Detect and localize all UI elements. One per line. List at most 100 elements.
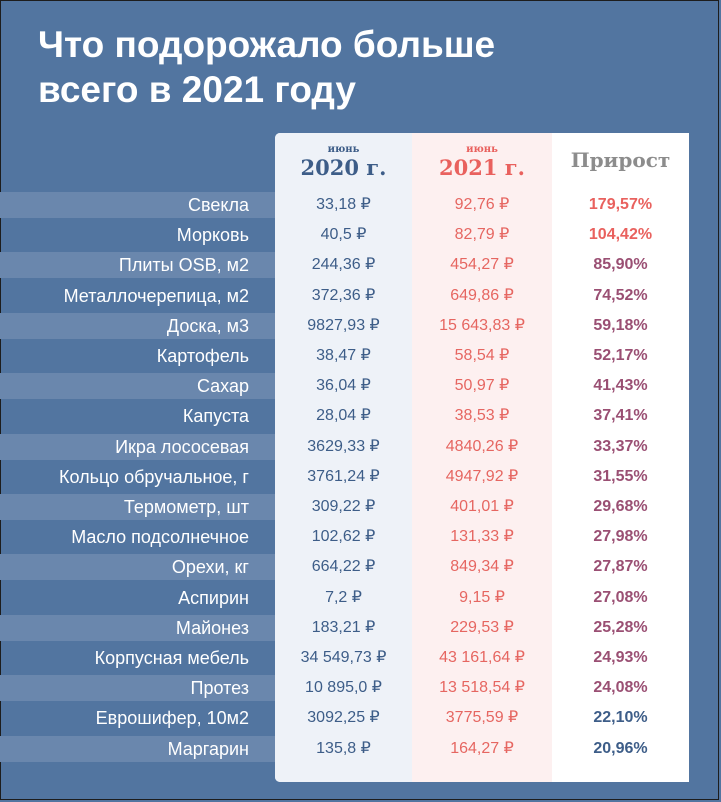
page-title: Что подорожало больше всего в 2021 году (38, 22, 678, 112)
cell-2020: 10 895,0 ₽ (305, 679, 382, 697)
row-stripe (0, 554, 275, 581)
cell-growth: 29,68% (593, 498, 648, 515)
row-label: Еврошифер, 10м2 (95, 708, 249, 729)
header-2020-month: июнь (327, 144, 360, 155)
cell-2020: 9827,93 ₽ (307, 316, 380, 334)
cell-2020: 33,18 ₽ (316, 196, 371, 213)
row-label: Кольцо обручальное, г (58, 466, 249, 487)
header-growth: Прирост (570, 148, 671, 172)
cell-growth: 59,18% (593, 316, 648, 334)
row-label: Орехи, кг (171, 557, 249, 578)
cell-2021: 4947,92 ₽ (445, 467, 519, 485)
cell-growth: 24,08% (593, 679, 648, 697)
cell-2021: 50,97 ₽ (454, 377, 510, 395)
row-label: Сахар (196, 376, 249, 397)
cell-2020: 36,04 ₽ (316, 377, 371, 395)
cell-growth: 41,43% (593, 377, 648, 395)
row-stripe (0, 494, 275, 520)
cell-2020: 7,2 ₽ (325, 588, 362, 606)
cell-2020: 309,22 ₽ (311, 498, 376, 515)
row-label: Морковь (176, 225, 249, 246)
cell-2021: 82,79 ₽ (454, 226, 510, 244)
row-stripe (0, 433, 275, 460)
cell-2021: 649,86 ₽ (450, 286, 514, 304)
row-stripe (0, 735, 275, 762)
cell-growth: 37,41% (593, 407, 648, 425)
cell-2021: 58,54 ₽ (454, 347, 510, 364)
cell-growth: 52,17% (593, 347, 648, 364)
cell-growth: 22,10% (593, 709, 648, 727)
cell-2020: 34 549,73 ₽ (300, 649, 387, 666)
cell-2021: 38,53 ₽ (454, 407, 510, 425)
cell-2021: 164,27 ₽ (450, 739, 514, 757)
row-stripe (0, 192, 275, 218)
column-2020-background (275, 133, 412, 782)
cell-growth: 27,98% (593, 528, 648, 546)
row-label: Картофель (156, 346, 249, 366)
cell-2021: 454,27 ₽ (450, 256, 514, 274)
cell-2021: 849,34 ₽ (450, 558, 514, 576)
row-label: Термометр, шт (123, 497, 249, 517)
cell-2020: 664,22 ₽ (311, 558, 376, 576)
cell-2021: 13 518,54 ₽ (439, 679, 525, 697)
cell-2021: 3775,59 ₽ (445, 709, 519, 727)
cell-growth: 104,42% (588, 226, 653, 244)
cell-2020: 3092,25 ₽ (307, 709, 380, 727)
row-label: Масло подсолнечное (71, 527, 249, 548)
header-2020-year: 2020 г. (300, 155, 387, 180)
cell-growth: 74,52% (593, 286, 648, 304)
row-label: Металлочерепица, м2 (63, 285, 249, 306)
row-stripe (0, 252, 275, 279)
row-stripe (0, 675, 275, 702)
cell-2020: 244,36 ₽ (311, 256, 376, 274)
header-2020: июнь 2020 г. (275, 133, 412, 188)
cell-growth: 25,28% (593, 618, 648, 636)
cell-2020: 102,62 ₽ (311, 528, 376, 546)
row-label: Икра лососевая (115, 436, 249, 457)
column-2021-background (412, 133, 552, 782)
cell-2020: 40,5 ₽ (320, 226, 367, 244)
row-label: Аспирин (178, 587, 249, 608)
header-2021-month: июнь (466, 144, 498, 155)
cell-2021: 401,01 ₽ (450, 498, 514, 515)
cell-growth: 20,96% (593, 739, 648, 757)
cell-growth: 24,93% (593, 649, 648, 666)
row-label: Корпусная мебель (94, 648, 249, 668)
title-line-1: Что подорожало больше (38, 24, 496, 65)
cell-2020: 28,04 ₽ (316, 407, 371, 425)
cell-2021: 92,76 ₽ (454, 196, 510, 213)
cell-2021: 9,15 ₽ (459, 588, 505, 606)
cell-2020: 372,36 ₽ (311, 286, 376, 304)
price-table: июнь 2020 г. июнь 2021 г. Прирост (275, 133, 689, 782)
header-2021-year: 2021 г. (439, 155, 525, 180)
cell-growth: 85,90% (593, 256, 648, 274)
row-label: Плиты OSB, м2 (118, 255, 249, 276)
row-label: Майонез (175, 617, 249, 638)
cell-growth: 27,87% (593, 558, 648, 576)
cell-2021: 131,33 ₽ (450, 528, 514, 546)
cell-2020: 135,8 ₽ (316, 739, 371, 757)
row-stripe (0, 614, 275, 641)
cell-2020: 183,21 ₽ (311, 618, 376, 636)
row-stripe (0, 373, 275, 400)
cell-2020: 3629,33 ₽ (307, 437, 380, 455)
cell-growth: 33,37% (593, 437, 648, 455)
cell-2021: 4840,26 ₽ (445, 437, 519, 455)
cell-growth: 31,55% (593, 467, 648, 485)
cell-growth: 27,08% (593, 588, 648, 606)
header-2021: июнь 2021 г. (412, 133, 552, 188)
cell-2020: 38,47 ₽ (316, 347, 371, 364)
cell-2020: 3761,24 ₽ (307, 467, 380, 485)
cell-2021: 43 161,64 ₽ (439, 649, 525, 666)
title-line-2: всего в 2021 году (38, 69, 356, 110)
row-label: Доска, м3 (166, 315, 249, 336)
row-label: Капуста (182, 406, 249, 427)
cell-2021: 15 643,83 ₽ (439, 316, 525, 334)
cell-2021: 229,53 ₽ (450, 618, 514, 636)
row-label: Свекла (188, 195, 249, 215)
column-growth-background (552, 133, 689, 782)
row-label: Протез (190, 678, 249, 699)
row-label: Маргарин (167, 738, 249, 759)
cell-growth: 179,57% (588, 196, 653, 213)
row-stripe (0, 312, 275, 339)
